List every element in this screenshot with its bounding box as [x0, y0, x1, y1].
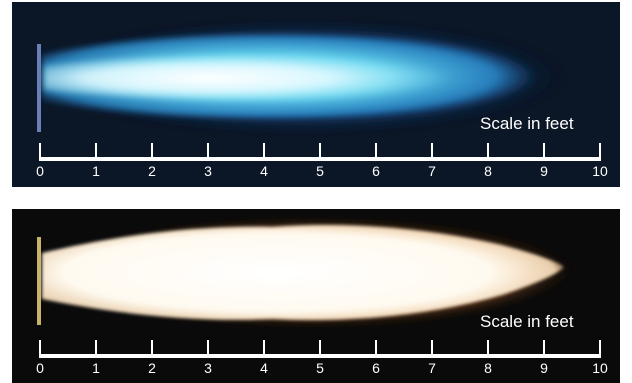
scale-tick — [319, 143, 321, 161]
scale-tick — [95, 340, 97, 358]
scale-tick — [207, 340, 209, 358]
scale-tick — [39, 143, 41, 161]
scale-tick — [151, 340, 153, 358]
scale-tick-label: 7 — [428, 360, 436, 376]
scale-tick-label: 5 — [316, 163, 324, 179]
scale-tick-label: 3 — [204, 163, 212, 179]
scale-tick — [263, 340, 265, 358]
scale-tick-label: 0 — [36, 163, 44, 179]
scale-tick — [599, 143, 601, 161]
scale-tick-label: 0 — [36, 360, 44, 376]
scale-tick — [431, 143, 433, 161]
scale-tick-label: 10 — [592, 163, 608, 179]
burner-nozzle — [37, 237, 41, 325]
scale-tick-label: 4 — [260, 360, 268, 376]
scale-tick-label: 2 — [148, 163, 156, 179]
scale-tick-label: 1 — [92, 163, 100, 179]
scale-tick — [543, 340, 545, 358]
scale-tick — [543, 143, 545, 161]
blue-flame-panel: Scale in feet 0 1 2 3 4 5 6 7 8 9 10 — [12, 2, 620, 187]
scale-label: Scale in feet — [480, 312, 574, 331]
scale-tick-label: 1 — [92, 360, 100, 376]
scale-tick-label: 7 — [428, 163, 436, 179]
scale-tick — [95, 143, 97, 161]
scale-label: Scale in feet — [480, 114, 574, 133]
scale-tick-label: 9 — [540, 163, 548, 179]
scale-tick-label: 6 — [372, 360, 380, 376]
flame-body — [42, 225, 564, 320]
burner-nozzle — [37, 44, 41, 132]
scale-tick — [263, 143, 265, 161]
scale-tick — [207, 143, 209, 161]
scale-tick-label: 2 — [148, 360, 156, 376]
scale-tick-label: 4 — [260, 163, 268, 179]
scale-tick-label: 9 — [540, 360, 548, 376]
scale-bar: 0 1 2 3 4 5 6 7 8 9 10 — [36, 139, 608, 179]
scale-tick — [151, 143, 153, 161]
luminous-flame-photo — [37, 217, 582, 328]
scale-tick-label: 5 — [316, 360, 324, 376]
scale-tick-label: 3 — [204, 360, 212, 376]
scale-tick — [39, 340, 41, 358]
scale-tick-label: 8 — [484, 360, 492, 376]
scale-tick-label: 6 — [372, 163, 380, 179]
scale-tick — [375, 143, 377, 161]
scale-tick-label: 10 — [592, 360, 608, 376]
luminous-flame-panel: Scale in feet 0 1 2 3 4 5 6 7 8 9 10 — [12, 209, 620, 383]
scale-tick — [487, 340, 489, 358]
scale-bar: 0 1 2 3 4 5 6 7 8 9 10 — [36, 336, 608, 376]
blue-flame-photo — [37, 22, 567, 132]
scale-tick-label: 8 — [484, 163, 492, 179]
flame-core — [44, 56, 452, 101]
scale-tick — [599, 340, 601, 358]
scale-tick — [375, 340, 377, 358]
scale-tick — [319, 340, 321, 358]
scale-tick — [487, 143, 489, 161]
scale-tick — [431, 340, 433, 358]
